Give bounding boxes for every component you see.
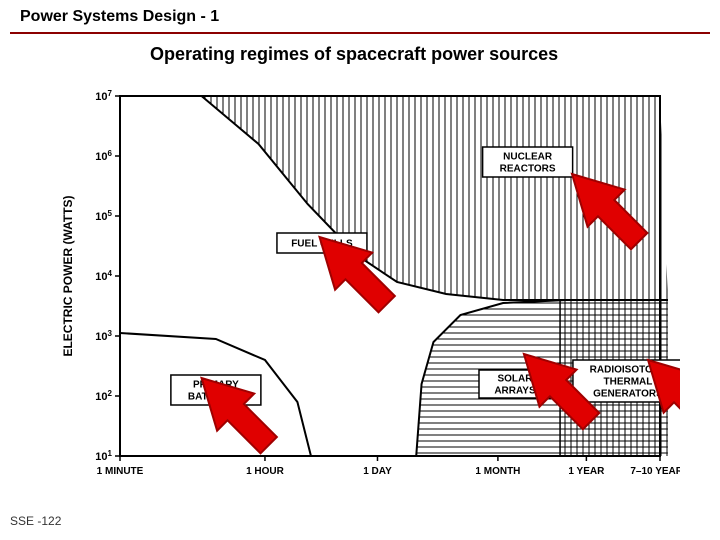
- page-title: Power Systems Design - 1: [20, 8, 219, 26]
- chart-container: 101 102 103 104 105 106 107 ELECTRIC POWER (WAT…: [40, 78, 680, 498]
- ytick-4: 104: [95, 269, 112, 284]
- label-text-rtg: THERMAL: [603, 377, 652, 388]
- header-rule: [10, 32, 710, 34]
- ytick-6: 106: [95, 149, 112, 164]
- label-text-solar-arrays: ARRAYS: [494, 386, 536, 397]
- slide-number: SSE -122: [10, 514, 61, 528]
- xtick: 1 YEAR: [568, 466, 605, 477]
- xtick: 1 MINUTE: [97, 466, 144, 477]
- ytick-1: 101: [95, 449, 112, 464]
- xtick: 1 HOUR: [246, 466, 285, 477]
- label-text-nuclear-reactors: REACTORS: [500, 164, 556, 175]
- chart-title: Operating regimes of spacecraft power so…: [150, 44, 558, 65]
- chart-title-text: Operating regimes of spacecraft power so…: [150, 44, 558, 64]
- ytick-7: 107: [95, 89, 112, 104]
- ytick-5: 105: [95, 209, 112, 224]
- label-text-rtg: GENERATORS: [593, 389, 663, 400]
- yaxis-title: ELECTRIC POWER (WATTS): [61, 195, 75, 356]
- xtick: 1 DAY: [363, 466, 392, 477]
- ytick-3: 103: [95, 329, 112, 344]
- label-text-nuclear-reactors: NUCLEAR: [503, 152, 553, 163]
- page-title-text: Power Systems Design - 1: [20, 8, 219, 25]
- xtick: 7–10 YEARS: [630, 466, 680, 477]
- operating-regimes-chart: 101 102 103 104 105 106 107 ELECTRIC POWER (WAT…: [40, 78, 680, 498]
- ytick-2: 102: [95, 389, 112, 404]
- slide-number-text: SSE -122: [10, 514, 61, 528]
- xtick: 1 MONTH: [475, 466, 520, 477]
- label-text-solar-arrays: SOLAR: [497, 374, 533, 385]
